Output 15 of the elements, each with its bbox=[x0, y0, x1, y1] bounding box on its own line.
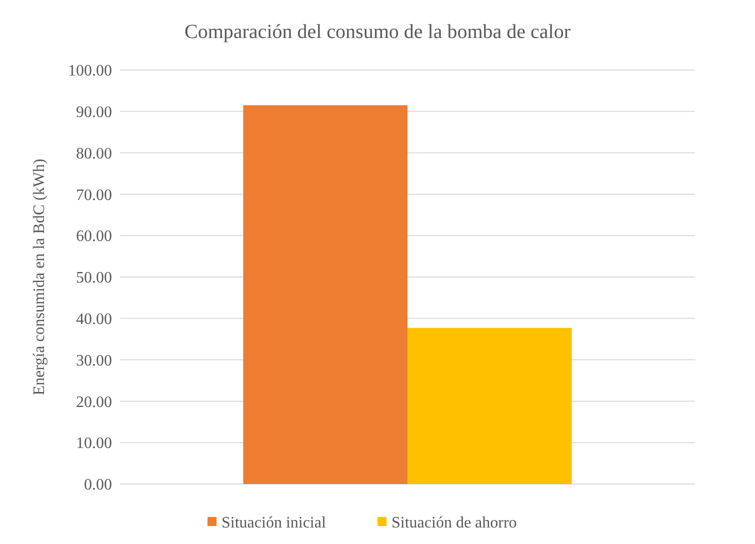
y-tick-label: 90.00 bbox=[76, 104, 112, 121]
legend-label: Situación de ahorro bbox=[392, 514, 517, 532]
y-tick-label: 0.00 bbox=[84, 476, 112, 494]
y-tick-label: 100.00 bbox=[68, 62, 112, 80]
y-axis-title: Energía consumida en la BdC (kWh) bbox=[31, 158, 48, 396]
y-tick-label: 50.00 bbox=[76, 270, 112, 287]
y-tick-label: 70.00 bbox=[76, 186, 112, 204]
y-tick-label: 30.00 bbox=[76, 352, 112, 370]
y-tick-label: 10.00 bbox=[76, 435, 112, 452]
y-tick-label: 20.00 bbox=[76, 394, 112, 411]
y-tick-label: 60.00 bbox=[76, 228, 112, 246]
chart-title: Comparación del consumo de la bomba de calor bbox=[184, 21, 571, 43]
y-tick-label: 80.00 bbox=[76, 145, 112, 162]
legend-label: Situación inicial bbox=[222, 514, 326, 532]
y-tick-label: 40.00 bbox=[76, 311, 112, 328]
